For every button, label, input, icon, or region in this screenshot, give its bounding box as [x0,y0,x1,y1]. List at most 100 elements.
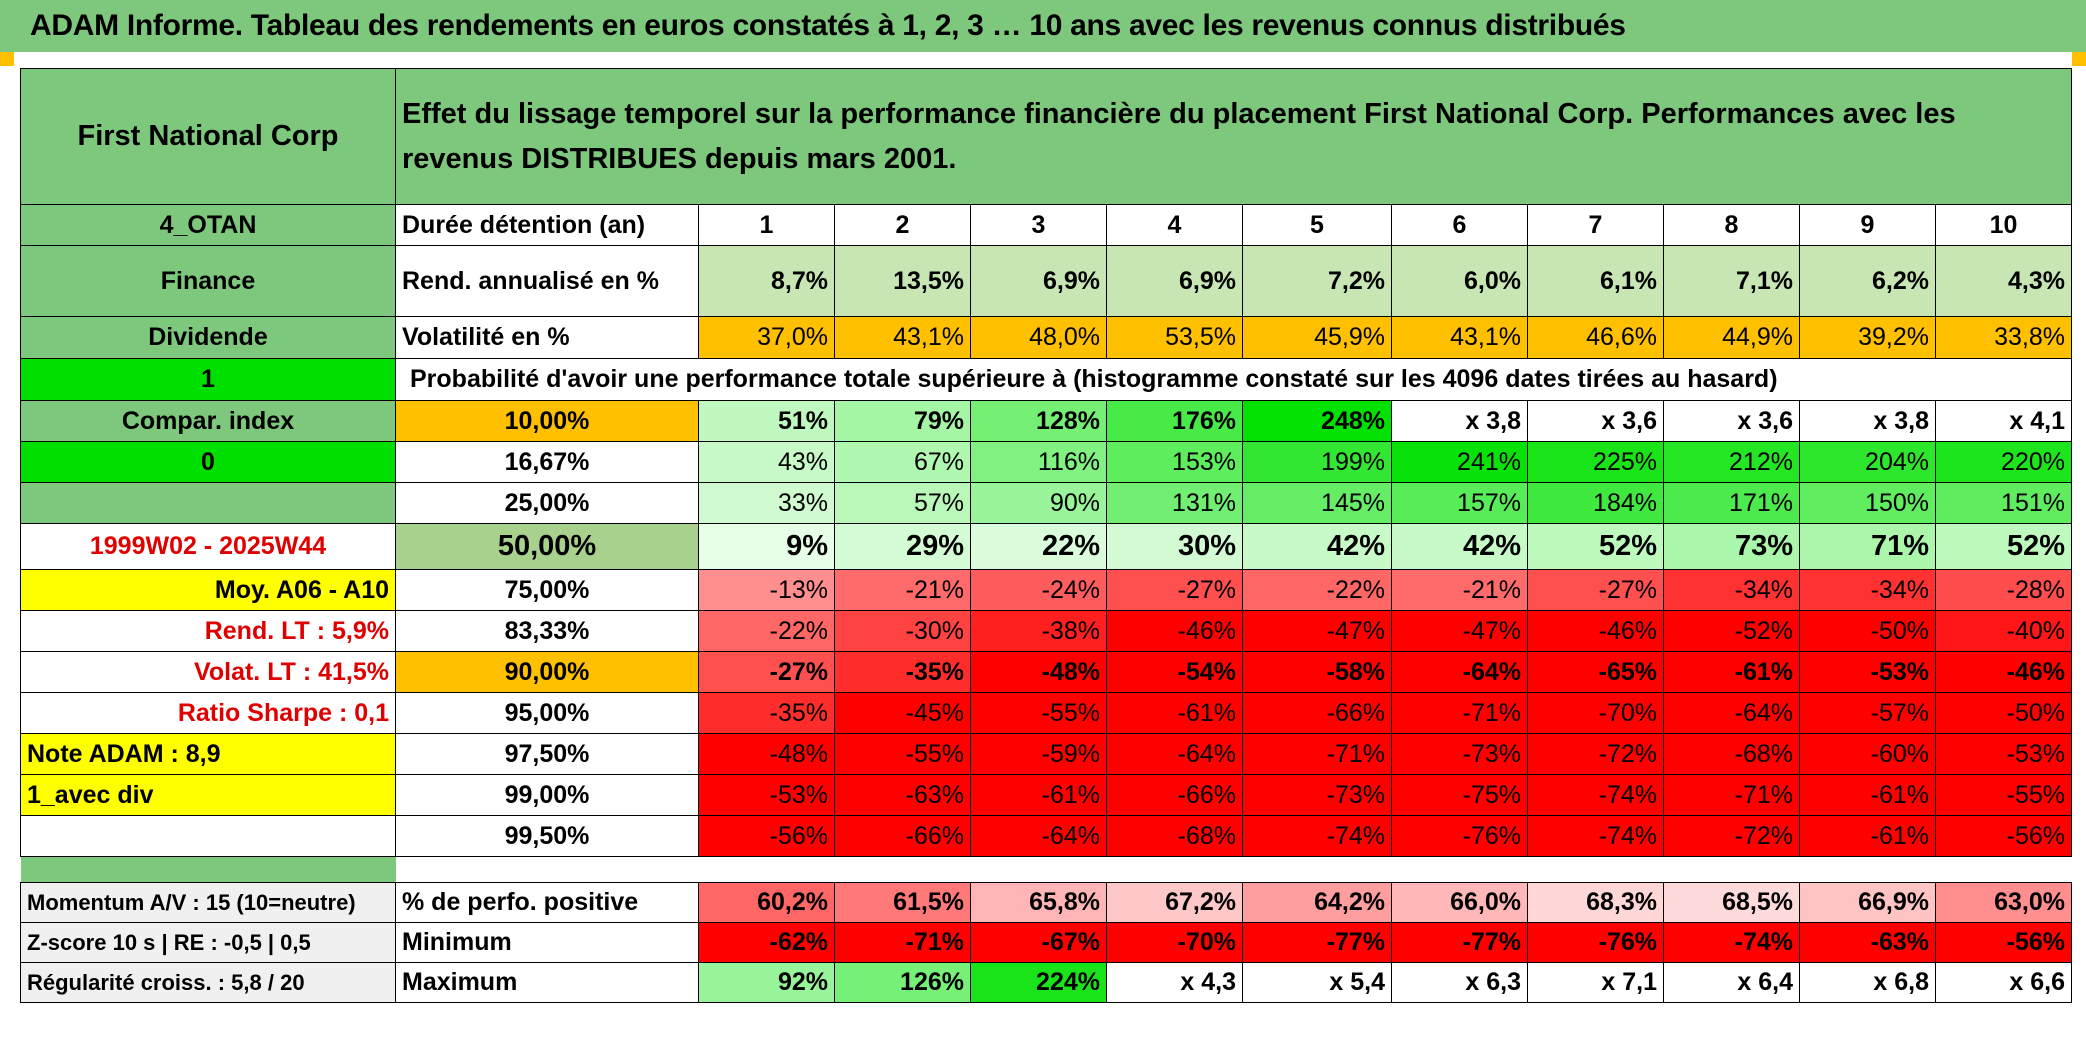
table-row: Note ADAM : 8,9 97,50% -48% -55% -59% -64% -71… [20,733,2072,775]
probability-value: -73% [1242,774,1392,816]
probability-value: 52% [1935,523,2072,570]
year-header: 8 [1663,204,1800,246]
sharpe-label: Ratio Sharpe : 0,1 [20,692,396,734]
perfo-positive-value: 61,5% [834,882,971,923]
table-row: 99,50% -56% -66% -64% -68% -74% -76% -74% -72% -6… [20,815,2072,857]
probability-value: -73% [1391,733,1528,775]
table-row: 1 Probabilité d'avoir une performance tot… [20,358,2072,401]
vol-value: 53,5% [1106,316,1243,359]
probability-caption: Probabilité d'avoir une performance tota… [395,358,2072,401]
probability-value: x 3,8 [1799,400,1936,442]
probability-value: -30% [834,610,971,652]
flag-1: 1 [20,358,396,401]
gap-blank [396,857,2072,883]
probability-value: -48% [698,733,835,775]
vol-value: 37,0% [698,316,835,359]
probability-value: -46% [1106,610,1243,652]
probability-value: -66% [834,815,971,857]
probability-value: -74% [1527,815,1664,857]
minimum-value: -71% [834,922,971,963]
row-label-maximum: Maximum [395,962,699,1003]
maximum-value: 126% [834,962,971,1003]
vol-value: 43,1% [834,316,971,359]
maximum-value: 224% [970,962,1107,1003]
minimum-value: -67% [970,922,1107,963]
probability-value: -48% [970,651,1107,693]
dividend-label: Dividende [20,316,396,359]
probability-value: 184% [1527,482,1664,524]
probability-value: -64% [970,815,1107,857]
perfo-positive-value: 64,2% [1242,882,1392,923]
period-label: 1999W02 - 2025W44 [20,523,396,570]
table-row: 4_OTAN Durée détention (an) 1 2 3 4 5 6 7 8 9 10 [20,204,2072,246]
year-header: 2 [834,204,971,246]
perfo-positive-value: 63,0% [1935,882,2072,923]
table-row: Momentum A/V : 15 (10=neutre)% de perfo.… [20,882,2072,923]
perfo-positive-value: 66,0% [1391,882,1528,923]
probability-value: 131% [1106,482,1243,524]
probability-value: -40% [1935,610,2072,652]
probability-value: -27% [1527,569,1664,611]
probability-value: -53% [698,774,835,816]
probability-value: -66% [1106,774,1243,816]
probability-value: 225% [1527,441,1664,483]
minimum-value: -63% [1799,922,1936,963]
probability-value: -65% [1527,651,1664,693]
threshold-value: 25,00% [395,482,699,524]
probability-value: -47% [1242,610,1392,652]
probability-value: -71% [1242,733,1392,775]
probability-value: -45% [834,692,971,734]
probability-value: -57% [1799,692,1936,734]
maximum-value: x 6,3 [1391,962,1528,1003]
probability-value: 42% [1391,523,1528,570]
probability-value: 29% [834,523,971,570]
rend-value: 6,9% [1106,245,1243,317]
note-adam-label: Note ADAM : 8,9 [20,733,396,775]
probability-value: -27% [698,651,835,693]
compar-index-label: Compar. index [20,400,396,442]
probability-value: 199% [1242,441,1392,483]
probability-value: -53% [1935,733,2072,775]
probability-value: -64% [1663,692,1800,734]
year-header: 5 [1242,204,1392,246]
probability-value: -55% [970,692,1107,734]
table-row: 0 16,67% 43% 67% 116% 153% 199% 241% 225% 212% 204… [20,441,2072,483]
vol-value: 44,9% [1663,316,1800,359]
report-title: ADAM Informe. Tableau des rendements en … [0,0,2086,52]
rend-lt-label: Rend. LT : 5,9% [20,610,396,652]
rend-value: 7,1% [1663,245,1800,317]
probability-value: -71% [1391,692,1528,734]
probability-value: -46% [1527,610,1664,652]
row-label-duree: Durée détention (an) [395,204,699,246]
rend-value: 4,3% [1935,245,2072,317]
probability-value: x 3,6 [1527,400,1664,442]
maximum-value: x 6,8 [1799,962,1936,1003]
probability-value: -34% [1663,569,1800,611]
probability-value: -13% [698,569,835,611]
minimum-value: -62% [698,922,835,963]
table-row: Moy. A06 - A10 75,00% -13% -21% -24% -27% -22%… [20,569,2072,611]
probability-value: -61% [1663,651,1800,693]
probability-value: -34% [1799,569,1936,611]
probability-value: x 3,8 [1391,400,1528,442]
table-row [20,856,2072,883]
probability-value: 52% [1527,523,1664,570]
rend-value: 6,1% [1527,245,1664,317]
probability-value: 150% [1799,482,1936,524]
probability-value: -52% [1663,610,1800,652]
row-label-rend: Rend. annualisé en % [395,245,699,317]
rend-value: 6,9% [970,245,1107,317]
probability-value: 171% [1663,482,1800,524]
minimum-value: -77% [1242,922,1392,963]
probability-value: 9% [698,523,835,570]
row-label-perfo: % de perfo. positive [395,882,699,923]
probability-value: 151% [1935,482,2072,524]
table-row: Régularité croiss. : 5,8 / 20 Maximum 92% 1… [20,962,2072,1003]
threshold-value: 10,00% [395,400,699,442]
probability-value: 248% [1242,400,1392,442]
vol-value: 45,9% [1242,316,1392,359]
probability-value: -70% [1527,692,1664,734]
vol-value: 48,0% [970,316,1107,359]
year-header: 10 [1935,204,2072,246]
threshold-value: 97,50% [395,733,699,775]
